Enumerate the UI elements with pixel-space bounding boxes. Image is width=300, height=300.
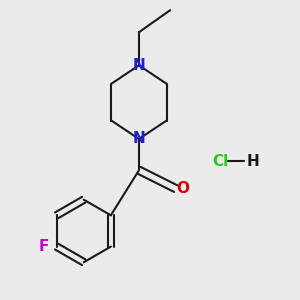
Text: N: N — [133, 58, 145, 73]
Text: F: F — [39, 239, 49, 254]
Text: O: O — [176, 181, 189, 196]
Text: Cl: Cl — [213, 154, 229, 169]
Text: N: N — [133, 131, 145, 146]
Text: H: H — [246, 154, 259, 169]
